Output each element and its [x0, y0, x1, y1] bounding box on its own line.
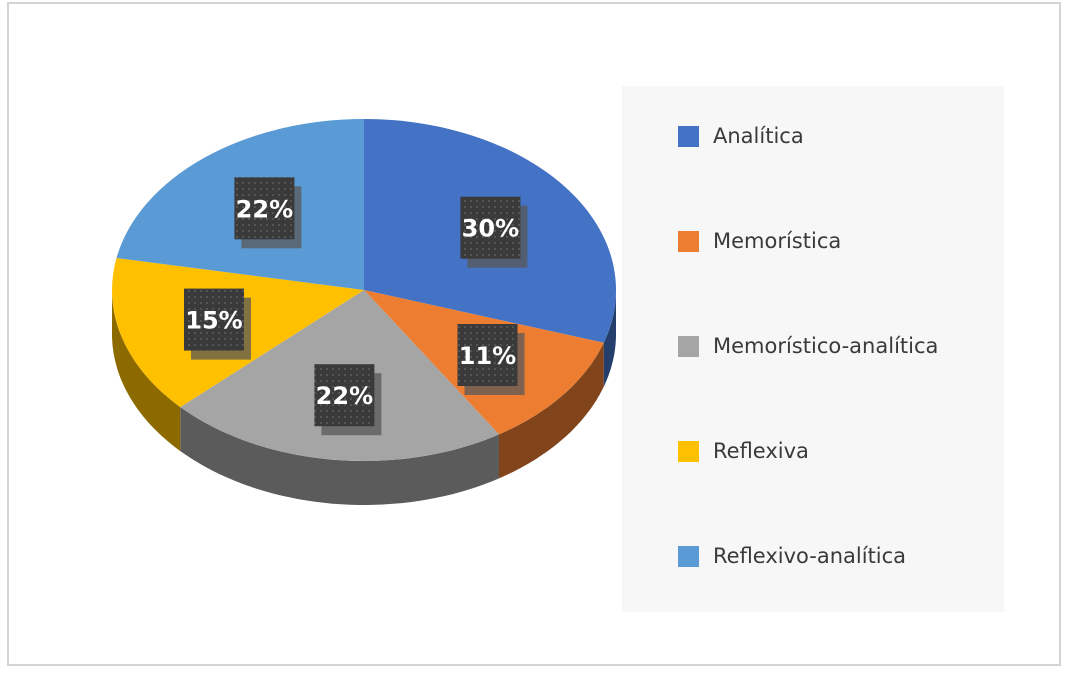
- pie-side-memoristico-analitica: [180, 407, 500, 505]
- data-label-analitica: 30%: [460, 196, 528, 268]
- legend-label: Memorístico-analítica: [713, 334, 939, 358]
- legend-swatch: [678, 230, 699, 252]
- data-label-memoristico-analitica: 22%: [314, 364, 382, 436]
- legend-swatch: [678, 440, 699, 462]
- pie-side-analitica: [603, 290, 616, 387]
- legend-swatch: [678, 125, 699, 147]
- data-label-text-memoristica: 11%: [459, 342, 516, 370]
- legend-item-reflexiva: Reflexiva: [678, 438, 809, 464]
- pie-side-reflexiva: [112, 290, 181, 452]
- legend-item-memoristico-analitica: Memorístico-analítica: [678, 333, 938, 359]
- data-label-text-reflexiva: 15%: [185, 307, 242, 335]
- legend-label: Memorística: [713, 229, 842, 253]
- data-label-text-memoristico-analitica: 22%: [316, 382, 373, 410]
- legend-swatch: [678, 545, 699, 567]
- data-label-reflexivo-analitica: 22%: [234, 177, 302, 249]
- legend-item-analitica: Analítica: [678, 123, 804, 149]
- legend-label: Analítica: [713, 124, 804, 148]
- data-label-reflexiva: 15%: [184, 288, 251, 360]
- legend-swatch: [678, 335, 699, 357]
- data-label-memoristica: 11%: [457, 324, 525, 395]
- legend: Analítica Memorística Memorístico-analític…: [622, 86, 1004, 612]
- legend-item-memoristica: Memorística: [678, 228, 841, 254]
- legend-label: Reflexiva: [713, 439, 809, 463]
- data-label-text-analitica: 30%: [462, 215, 519, 243]
- pie-side-memoristica: [499, 342, 604, 479]
- legend-item-reflexivo-analitica: Reflexivo-analítica: [678, 543, 906, 569]
- legend-label: Reflexivo-analítica: [713, 544, 907, 568]
- data-label-text-reflexivo-analitica: 22%: [236, 195, 293, 223]
